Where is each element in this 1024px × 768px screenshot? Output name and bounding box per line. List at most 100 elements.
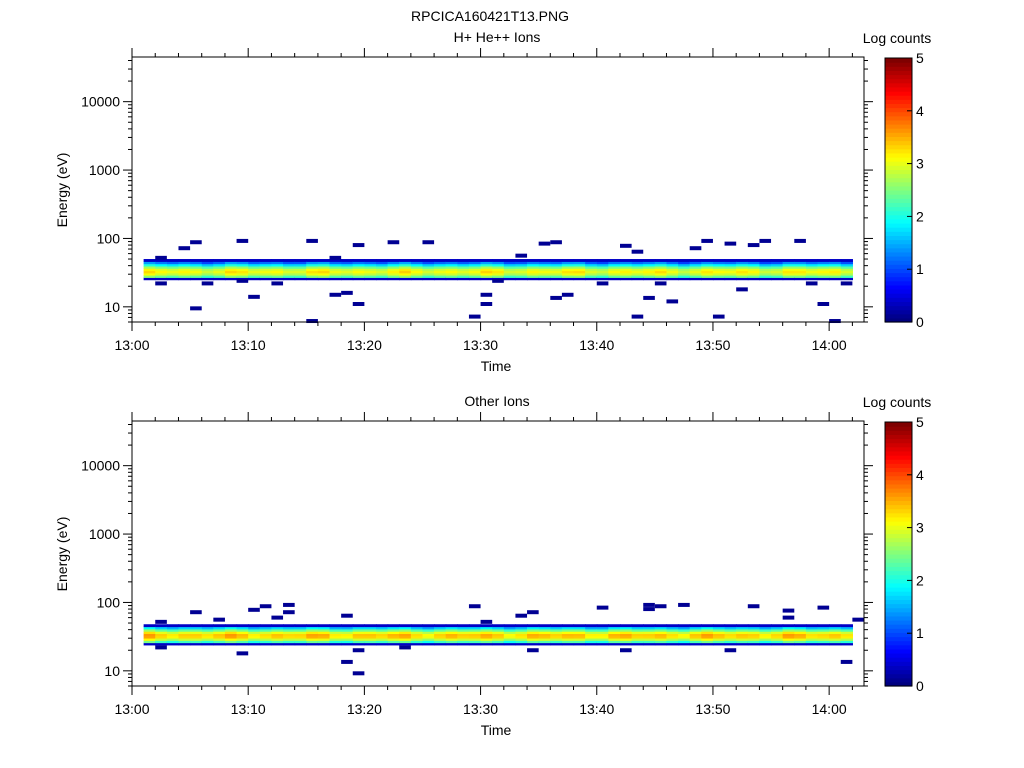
heatmap-cell bbox=[364, 626, 377, 630]
heatmap-cell bbox=[329, 633, 342, 637]
heatmap-cell bbox=[643, 642, 656, 646]
heatmap-cell bbox=[608, 640, 621, 644]
heatmap-cell bbox=[724, 275, 737, 278]
heatmap-cell bbox=[805, 272, 819, 276]
heatmap-cell bbox=[538, 261, 551, 265]
heatmap-cell bbox=[201, 635, 214, 639]
heatmap-cell bbox=[712, 261, 726, 265]
heatmap-cell bbox=[352, 648, 365, 653]
colorbar-swatch bbox=[885, 235, 912, 241]
heatmap-cell bbox=[666, 637, 679, 641]
heatmap-cell bbox=[840, 265, 853, 269]
heatmap-cell bbox=[666, 275, 679, 278]
heatmap-cell bbox=[399, 633, 412, 637]
heatmap-cell bbox=[724, 637, 737, 641]
heatmap-cell bbox=[259, 265, 273, 269]
heatmap-cell bbox=[817, 265, 830, 269]
heatmap-cell bbox=[283, 275, 296, 278]
heatmap-cell bbox=[410, 626, 424, 630]
heatmap-cell bbox=[701, 637, 714, 641]
colorbar-swatch bbox=[885, 301, 912, 307]
heatmap-cell bbox=[701, 624, 714, 628]
heatmap-cell bbox=[689, 272, 702, 276]
heatmap-cell bbox=[620, 268, 633, 272]
heatmap-cell bbox=[480, 640, 493, 644]
heatmap-cell bbox=[294, 270, 307, 274]
heatmap-cell bbox=[352, 275, 365, 278]
heatmap-cell bbox=[224, 263, 238, 267]
heatmap-cell bbox=[306, 631, 319, 634]
heatmap-cell bbox=[259, 261, 273, 265]
heatmap-cell bbox=[747, 268, 761, 272]
heatmap-cell bbox=[492, 275, 505, 278]
colorbar-swatch bbox=[885, 124, 912, 129]
heatmap-cell bbox=[794, 268, 807, 272]
heatmap-cell bbox=[422, 275, 435, 278]
heatmap-cell bbox=[329, 631, 342, 634]
heatmap-cell bbox=[794, 259, 807, 262]
colorbar-swatch bbox=[885, 210, 912, 216]
heatmap-cell bbox=[329, 261, 342, 265]
heatmap-cell bbox=[561, 640, 575, 644]
heatmap-cell bbox=[236, 628, 249, 632]
heatmap-cell bbox=[724, 241, 737, 246]
heatmap-cell bbox=[538, 628, 551, 632]
heatmap-cell bbox=[213, 635, 226, 639]
heatmap-cell bbox=[457, 272, 470, 276]
heatmap-cell bbox=[678, 633, 691, 637]
x-tick-label: 14:00 bbox=[812, 337, 847, 353]
heatmap-cell bbox=[190, 240, 202, 245]
heatmap-cell bbox=[678, 642, 691, 646]
heatmap-cell bbox=[352, 277, 365, 281]
heatmap-cell bbox=[573, 275, 586, 278]
heatmap-cell bbox=[259, 624, 273, 628]
heatmap-cell bbox=[387, 626, 400, 630]
heatmap-cell bbox=[829, 270, 842, 274]
heatmap-cell bbox=[829, 319, 841, 324]
heatmap-cell bbox=[294, 624, 307, 628]
heatmap-cell bbox=[561, 277, 575, 281]
heatmap-cell bbox=[248, 635, 261, 639]
heatmap-cell bbox=[596, 281, 609, 286]
heatmap-cell bbox=[155, 633, 168, 637]
heatmap-cell bbox=[352, 628, 365, 632]
heatmap-cell bbox=[782, 275, 795, 278]
heatmap-cell bbox=[492, 642, 505, 646]
heatmap-cell bbox=[805, 633, 819, 637]
colorbar-swatch bbox=[885, 450, 912, 456]
heatmap-cell bbox=[747, 631, 761, 634]
heatmap-cell bbox=[515, 270, 528, 274]
heatmap-cell bbox=[259, 631, 273, 634]
heatmap-cell bbox=[224, 268, 238, 272]
heatmap-cell bbox=[840, 642, 853, 646]
heatmap-cell bbox=[817, 605, 830, 610]
heatmap-cell bbox=[166, 259, 180, 262]
heatmap-cell bbox=[794, 631, 807, 634]
heatmap-cell bbox=[782, 631, 795, 634]
heatmap-cell bbox=[399, 637, 412, 641]
heatmap-cell bbox=[294, 263, 307, 267]
heatmap-cell bbox=[329, 637, 342, 641]
heatmap-cell bbox=[829, 640, 842, 644]
heatmap-cell bbox=[376, 259, 389, 262]
heatmap-cell bbox=[585, 637, 598, 641]
heatmap-cell bbox=[434, 628, 447, 632]
heatmap-cell bbox=[515, 268, 528, 272]
heatmap-cell bbox=[492, 261, 505, 265]
heatmap-cell bbox=[620, 628, 633, 632]
heatmap-cell bbox=[155, 642, 168, 646]
heatmap-cell bbox=[620, 633, 633, 637]
heatmap-cell bbox=[283, 259, 296, 262]
heatmap-cell bbox=[434, 624, 447, 628]
heatmap-cell bbox=[643, 270, 656, 274]
heatmap-cell bbox=[236, 640, 249, 644]
heatmap-cell bbox=[399, 275, 412, 278]
heatmap-cell bbox=[712, 635, 726, 639]
heatmap-cell bbox=[666, 640, 679, 644]
heatmap-cell bbox=[341, 263, 354, 267]
heatmap-cell bbox=[771, 633, 784, 637]
heatmap-cell bbox=[259, 637, 273, 641]
heatmap-cell bbox=[283, 610, 295, 615]
heatmap-cell bbox=[538, 631, 551, 634]
colorbar-swatch bbox=[885, 251, 912, 257]
